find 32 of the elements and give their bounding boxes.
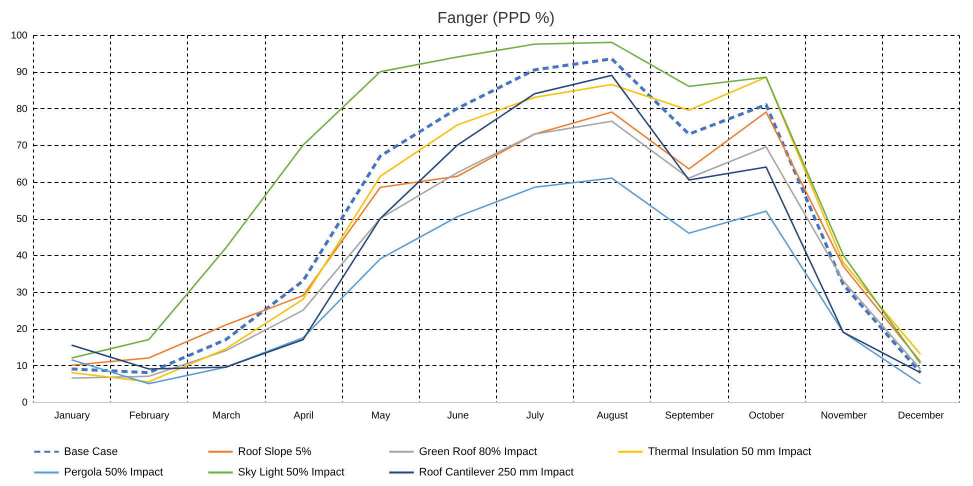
y-tick-label: 0	[22, 398, 28, 408]
x-tick-label: March	[212, 410, 240, 422]
y-tick-label: 100	[10, 30, 28, 42]
y-tick-label: 50	[16, 214, 28, 225]
legend-label: Sky Light 50% Impact	[238, 466, 344, 478]
x-tick-label: June	[447, 410, 470, 422]
x-tick-label: July	[526, 410, 544, 422]
y-tick-label: 10	[16, 360, 28, 372]
y-tick-label: 20	[16, 324, 28, 336]
x-tick-label: October	[748, 410, 786, 422]
legend-label: Pergola 50% Impact	[64, 466, 164, 478]
legend-label: Roof Cantilever 250 mm Impact	[419, 466, 574, 478]
y-tick-label: 80	[16, 104, 28, 115]
x-tick-label: November	[820, 410, 868, 422]
line-series	[70, 177, 922, 384]
y-tick-label: 90	[16, 67, 28, 78]
y-tick-label: 40	[16, 250, 28, 262]
x-tick-label: May	[371, 410, 390, 422]
x-tick-label: August	[596, 410, 628, 422]
x-tick-label: January	[54, 410, 90, 422]
legend-label: Roof Slope 5%	[238, 446, 312, 458]
x-tick-label: April	[294, 410, 314, 422]
legend-label: Thermal Insulation 50 mm Impact	[648, 446, 812, 458]
legend-label: Base Case	[64, 446, 118, 458]
y-tick-label: 70	[16, 140, 28, 152]
x-tick-label: February	[129, 410, 170, 422]
y-tick-label: 60	[16, 177, 28, 188]
y-tick-label: 30	[16, 287, 28, 298]
x-tick-label: September	[664, 410, 715, 422]
chart-title: Fanger (PPD %)	[437, 10, 555, 27]
legend-label: Green Roof 80% Impact	[419, 446, 538, 458]
x-tick-label: December	[898, 410, 945, 422]
